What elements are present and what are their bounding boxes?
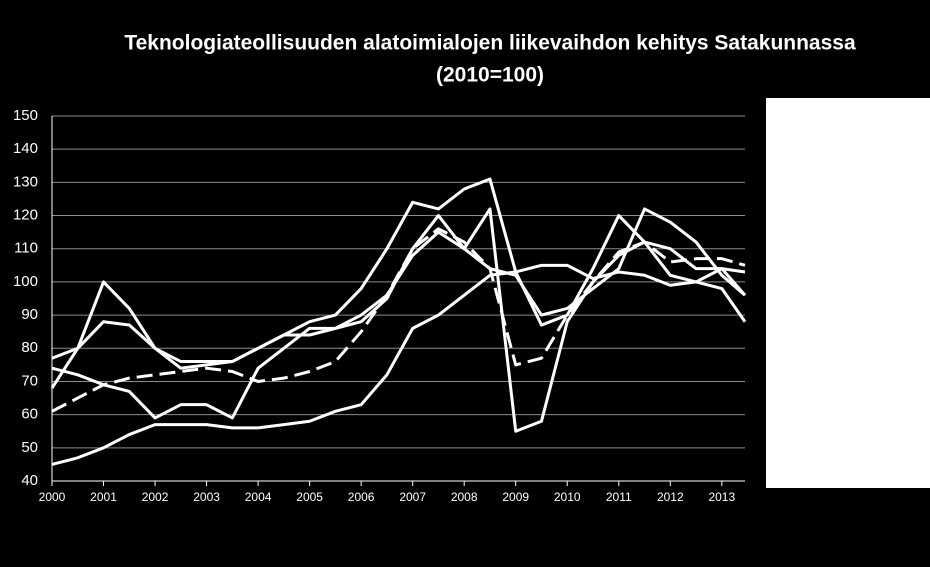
series-line xyxy=(51,263,746,466)
chart-subtitle: (2010=100) xyxy=(436,64,544,87)
y-tick-label: 70 xyxy=(21,372,38,389)
x-tick-label: 2008 xyxy=(451,490,478,504)
series-line xyxy=(50,177,747,389)
y-tick-label: 150 xyxy=(13,107,38,124)
x-tick-label: 2013 xyxy=(708,490,735,504)
x-tick-label: 2002 xyxy=(142,490,169,504)
y-tick-label: 100 xyxy=(13,273,38,290)
legend-box xyxy=(766,98,930,488)
x-tick-label: 2001 xyxy=(90,490,117,504)
y-tick-label: 80 xyxy=(21,339,38,356)
x-tick-label: 2009 xyxy=(502,490,529,504)
y-tick-label: 140 xyxy=(13,140,38,157)
x-tick-label: 2007 xyxy=(399,490,426,504)
series-line xyxy=(51,227,746,413)
y-tick-label: 60 xyxy=(21,406,38,423)
x-tick-label: 2000 xyxy=(39,490,66,504)
y-tick-label: 90 xyxy=(21,306,38,323)
y-tick-label: 50 xyxy=(21,439,38,456)
x-tick-label: 2005 xyxy=(296,490,323,504)
x-tick-label: 2004 xyxy=(245,490,272,504)
x-tick-label: 2011 xyxy=(606,490,632,504)
x-tick-label: 2012 xyxy=(657,490,684,504)
series-line xyxy=(51,207,746,370)
chart-title: Teknologiateollisuuden alatoimialojen li… xyxy=(124,32,856,55)
y-tick-label: 40 xyxy=(21,472,38,489)
x-tick-label: 2006 xyxy=(348,490,375,504)
x-tick-label: 2003 xyxy=(193,490,220,504)
y-tick-label: 130 xyxy=(13,173,38,190)
x-tick-label: 2010 xyxy=(554,490,581,504)
y-tick-label: 120 xyxy=(13,207,38,224)
y-tick-label: 110 xyxy=(14,240,38,257)
